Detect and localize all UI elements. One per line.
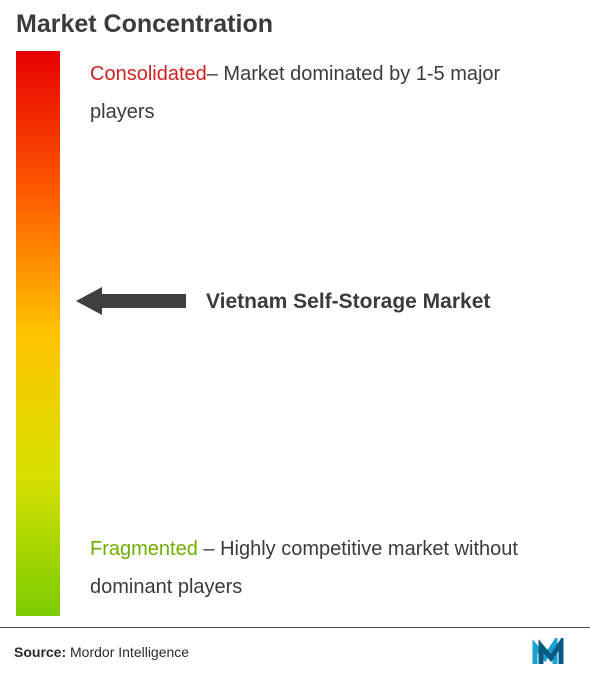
brand-logo-icon bbox=[532, 638, 576, 666]
footer: Source: Mordor Intelligence bbox=[0, 627, 590, 674]
fragmented-label: Fragmented – Highly competitive market w… bbox=[90, 530, 570, 606]
fragmented-key: Fragmented bbox=[90, 538, 198, 560]
market-marker: Vietnam Self-Storage Market bbox=[76, 286, 490, 318]
source-citation: Source: Mordor Intelligence bbox=[14, 644, 189, 660]
gradient-scale bbox=[16, 51, 60, 616]
page-title: Market Concentration bbox=[0, 0, 590, 51]
source-value: Mordor Intelligence bbox=[66, 644, 189, 660]
source-label: Source: bbox=[14, 644, 66, 660]
arrow-left-icon bbox=[76, 287, 186, 315]
consolidated-label: Consolidated– Market dominated by 1-5 ma… bbox=[90, 55, 570, 131]
market-name: Vietnam Self-Storage Market bbox=[206, 286, 490, 318]
concentration-diagram: Consolidated– Market dominated by 1-5 ma… bbox=[0, 51, 590, 616]
consolidated-key: Consolidated bbox=[90, 63, 207, 85]
